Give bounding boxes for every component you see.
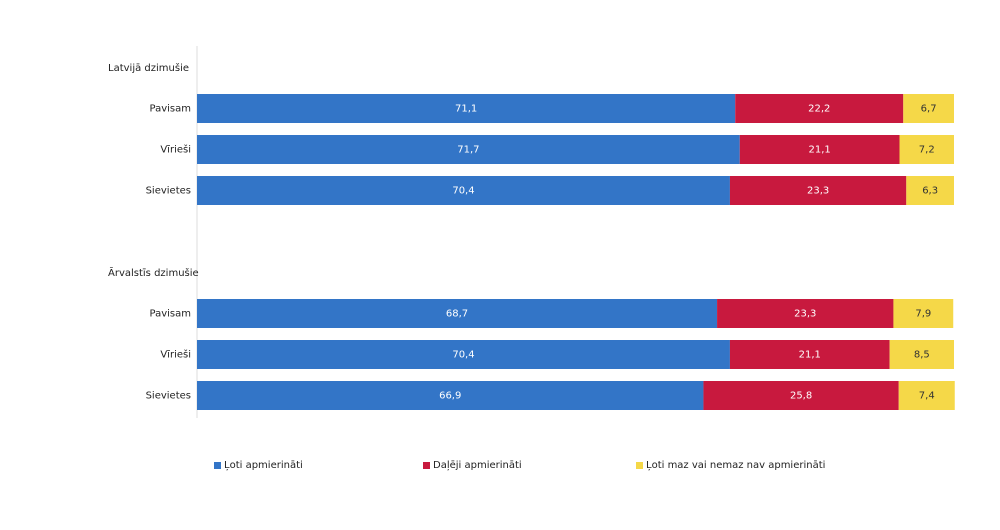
bar-g1-r3-s3: [906, 176, 954, 205]
data-label-g1-r3-s3: 6,3: [922, 186, 938, 197]
bar-g2-r3-s2: [703, 381, 899, 410]
bar-g1-r2-s2: [739, 135, 900, 164]
data-label-g2-r3-s1: 66,9: [439, 391, 461, 402]
data-label-g1-r1-s2: 22,2: [808, 104, 830, 115]
data-label-g2-r2-s3: 8,5: [914, 350, 930, 361]
legend-label-series-2: Daļēji apmierināti: [433, 460, 522, 471]
data-label-g1-r1-s1: 71,1: [455, 104, 477, 115]
data-label-g2-r2-s1: 70,4: [452, 350, 474, 361]
data-label-g2-r3-s3: 7,4: [919, 391, 935, 402]
bar-g1-r3-s1: [197, 176, 730, 205]
category-label-g1-r2: Vīrieši: [160, 144, 191, 156]
bar-g2-r3-s1: [197, 381, 704, 410]
bar-g1-r1-s2: [735, 94, 904, 123]
data-label-g1-r1-s3: 6,7: [921, 104, 937, 115]
bar-g1-r2-s3: [899, 135, 954, 164]
legend-item-series-2: Daļēji apmierināti: [423, 460, 522, 471]
data-label-g1-r2-s2: 21,1: [808, 145, 830, 156]
legend-swatch-series-2: [423, 462, 430, 469]
legend-swatch-series-1: [214, 462, 221, 469]
legend-label-series-3: Ļoti maz vai nemaz nav apmierināti: [646, 460, 826, 471]
data-label-g1-r2-s3: 7,2: [919, 145, 935, 156]
legend-label-series-1: Ļoti apmierināti: [224, 460, 303, 471]
category-label-g1-r1: Pavisam: [150, 104, 191, 115]
category-label-g2-r2: Vīrieši: [160, 349, 191, 361]
category-label-g1-r3: Sievietes: [146, 186, 191, 197]
bar-g2-r2-s1: [197, 340, 730, 369]
bar-g2-r1-s2: [717, 299, 894, 328]
data-label-g1-r3-s1: 70,4: [452, 186, 474, 197]
data-label-g2-r2-s2: 21,1: [799, 350, 821, 361]
bar-g2-r1-s3: [893, 299, 954, 328]
data-label-g2-r1-s1: 68,7: [446, 309, 468, 320]
bar-g2-r2-s2: [729, 340, 890, 369]
bar-g1-r3-s2: [729, 176, 907, 205]
bar-g1-r1-s1: [197, 94, 736, 123]
legend-item-series-1: Ļoti apmierināti: [214, 460, 303, 471]
data-label-g2-r1-s2: 23,3: [794, 309, 816, 320]
bar-g1-r1-s3: [903, 94, 954, 123]
data-label-g1-r2-s1: 71,7: [457, 145, 479, 156]
data-label-g1-r3-s2: 23,3: [807, 186, 829, 197]
category-label-g2-r3: Sievietes: [146, 391, 191, 402]
group-label-1: Latvijā dzimušie: [108, 62, 189, 74]
legend-swatch-series-3: [636, 462, 643, 469]
category-label-g2-r1: Pavisam: [150, 309, 191, 320]
legend-item-series-3: Ļoti maz vai nemaz nav apmierināti: [636, 460, 825, 471]
bar-g2-r2-s3: [889, 340, 954, 369]
bar-g2-r3-s3: [898, 381, 955, 410]
bar-g1-r2-s1: [197, 135, 740, 164]
bar-g2-r1-s1: [197, 299, 718, 328]
group-label-2: Ārvalstīs dzimušie: [108, 266, 199, 279]
data-label-g2-r1-s3: 7,9: [915, 309, 931, 320]
data-label-g2-r3-s2: 25,8: [790, 391, 812, 402]
